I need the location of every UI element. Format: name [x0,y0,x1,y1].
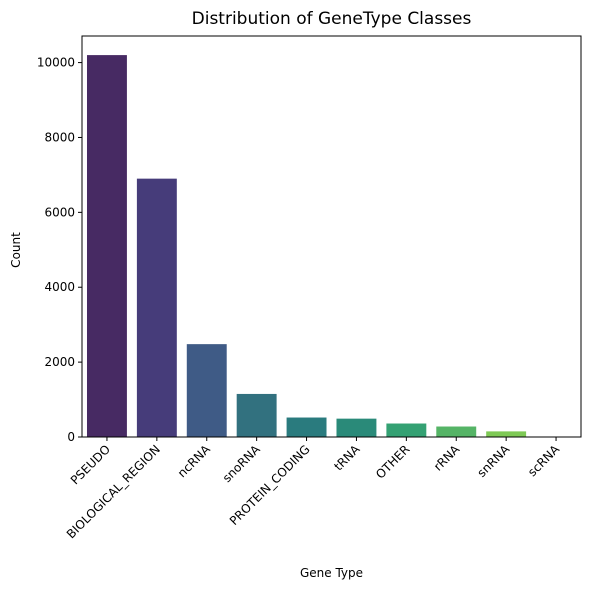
y-axis-label: Count [9,232,23,268]
bar-snorna [237,394,277,437]
bar-pseudo [87,55,127,437]
y-tick-label: 6000 [44,205,75,219]
y-tick-label: 8000 [44,130,75,144]
chart-title: Distribution of GeneType Classes [192,9,472,29]
bar-rrna [436,427,476,437]
bar-snrna [486,431,526,437]
x-axis-label: Gene Type [300,566,363,580]
bar-ncrna [187,344,227,437]
y-tick-label: 4000 [44,280,75,294]
bar-other [386,424,426,437]
bar-protein-coding [287,418,327,437]
y-tick-label: 10000 [37,56,75,70]
bar-biological-region [137,179,177,437]
bar-trna [336,419,376,437]
y-tick-label: 2000 [44,355,75,369]
y-tick-label: 0 [67,430,75,444]
